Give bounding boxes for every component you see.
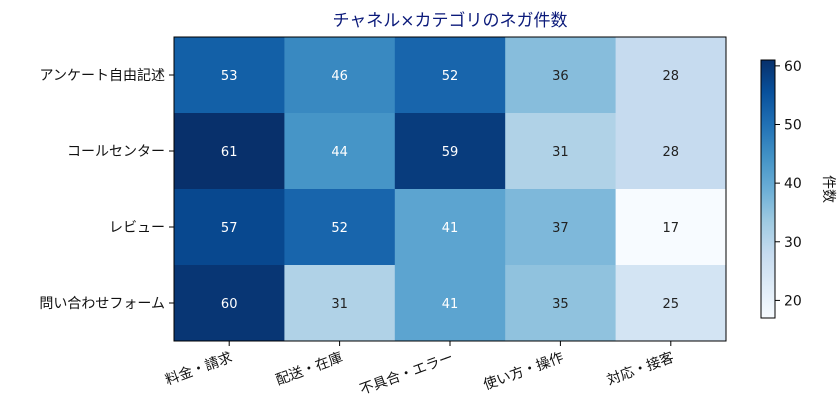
row-label: アンケート自由記述 <box>40 67 165 84</box>
colorbar-tick-label: 20 <box>784 293 802 309</box>
heatmap-cell <box>394 37 506 114</box>
heatmap-cell <box>284 113 396 190</box>
cell-value-label: 44 <box>331 145 348 160</box>
heatmap-cell <box>174 113 285 190</box>
cell-value-label: 36 <box>552 69 569 84</box>
colorbar-gradient <box>760 59 776 319</box>
colorbar-label: 件数 <box>820 175 836 203</box>
heatmap-cell <box>394 265 506 342</box>
cell-value-label: 17 <box>663 221 680 236</box>
cell-value-label: 28 <box>663 145 680 160</box>
cell-value-label: 28 <box>663 69 680 84</box>
heatmap-cell <box>174 265 285 342</box>
cell-value-label: 57 <box>221 221 238 236</box>
cell-value-label: 59 <box>442 145 459 160</box>
colorbar-tick-label: 50 <box>784 118 802 134</box>
heatmap-cell <box>615 265 727 342</box>
cell-value-label: 35 <box>552 297 569 312</box>
heatmap-cell <box>615 37 727 114</box>
colorbar-tick-label: 60 <box>784 59 802 75</box>
cell-value-label: 53 <box>221 69 238 84</box>
heatmap-cell <box>394 189 506 266</box>
column-label: 対応・接客 <box>605 349 677 389</box>
heatmap-cell <box>505 265 617 342</box>
column-label: 配送・在庫 <box>273 349 345 389</box>
cell-value-label: 52 <box>331 221 348 236</box>
column-label: 使い方・操作 <box>481 349 566 394</box>
heatmap-cell <box>394 113 506 190</box>
colorbar-tick-label: 40 <box>784 176 802 192</box>
cell-value-label: 37 <box>552 221 569 236</box>
chart-title: チャネル×カテゴリのネガ件数 <box>332 10 567 31</box>
cell-value-label: 41 <box>442 221 459 236</box>
heatmap-cell <box>284 189 396 266</box>
heatmap-cell <box>174 189 285 266</box>
heatmap-cell <box>615 113 727 190</box>
colorbar: 20 30 40 50 60 件数 <box>760 59 836 319</box>
heatmap-cell <box>284 37 396 114</box>
cell-value-label: 46 <box>331 69 348 84</box>
heatmap-cell <box>174 37 285 114</box>
row-label: レビュー <box>109 220 165 236</box>
colorbar-tick-label: 30 <box>784 235 802 251</box>
heatmap-cell <box>505 113 617 190</box>
heatmap-cell <box>505 189 617 266</box>
cell-value-label: 25 <box>663 297 680 312</box>
cell-value-label: 60 <box>221 297 238 312</box>
cell-value-label: 61 <box>221 145 238 160</box>
heatmap-cell <box>505 37 617 114</box>
heatmap-cell <box>615 189 727 266</box>
cell-value-label: 31 <box>331 297 348 312</box>
heatmap-cell <box>284 265 396 342</box>
row-label: コールセンター <box>67 144 165 160</box>
heatmap-cells: 53 46 52 36 28 61 44 59 31 28 57 52 41 37 17 60 31 41 35 25 <box>173 36 727 342</box>
column-label: 料金・請求 <box>163 350 234 389</box>
cell-value-label: 52 <box>442 69 459 84</box>
cell-value-label: 41 <box>442 297 459 312</box>
cell-value-label: 31 <box>552 145 569 160</box>
row-label: 問い合わせフォーム <box>39 296 165 312</box>
column-label: 不具合・エラー <box>358 350 456 399</box>
column-labels: 料金・請求 配送・在庫 不具合・エラー 使い方・操作 対応・接客 <box>163 341 676 398</box>
